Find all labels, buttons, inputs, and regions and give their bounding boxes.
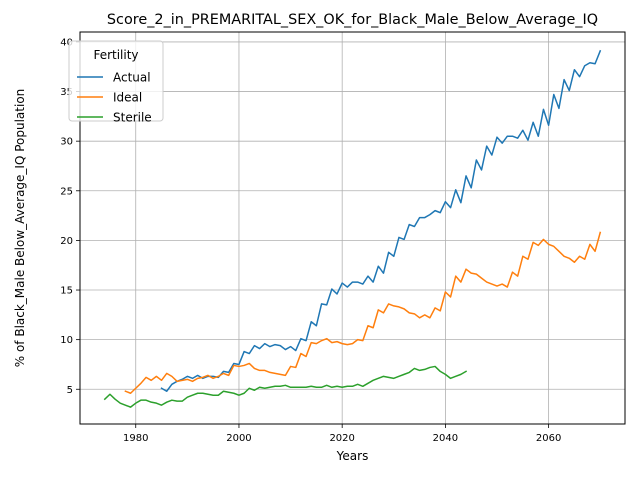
legend-label: Ideal	[113, 91, 142, 105]
y-tick-label: 35	[60, 87, 73, 98]
x-axis-label: Years	[336, 449, 369, 463]
chart-title: Score_2_in_PREMARITAL_SEX_OK_for_Black_M…	[107, 12, 598, 28]
y-tick-label: 25	[60, 186, 73, 197]
x-tick-label: 1980	[123, 433, 148, 444]
series-line-actual	[160, 49, 602, 392]
legend: Fertility Actual Ideal Sterile	[68, 40, 164, 125]
y-tick-label: 40	[60, 37, 73, 48]
y-tick-label: 30	[60, 137, 73, 148]
legend-box	[68, 40, 164, 122]
series-line-sterile	[103, 365, 468, 408]
grid	[80, 32, 625, 424]
y-tick-label: 15	[60, 286, 73, 297]
axis-ticks: 1980 2000 2020 2040 2060 5 10 15 20 25 30 35 40	[60, 37, 561, 444]
plot-frame	[79, 31, 626, 425]
y-tick-label: 10	[60, 335, 73, 346]
legend-title: Fertility	[93, 48, 138, 62]
series-layer	[103, 49, 602, 408]
y-tick-label: 5	[67, 385, 73, 396]
x-tick-label: 2000	[226, 433, 251, 444]
legend-items: Actual Ideal Sterile	[77, 71, 152, 125]
legend-label: Actual	[113, 71, 151, 85]
x-tick-label: 2060	[536, 433, 561, 444]
y-tick-label: 20	[60, 236, 73, 247]
legend-label: Sterile	[113, 111, 152, 125]
x-tick-label: 2040	[433, 433, 458, 444]
series-line-ideal	[124, 231, 602, 394]
x-tick-label: 2020	[329, 433, 354, 444]
y-axis-label: % of Black_Male Below_Average_IQ Populat…	[13, 89, 27, 368]
